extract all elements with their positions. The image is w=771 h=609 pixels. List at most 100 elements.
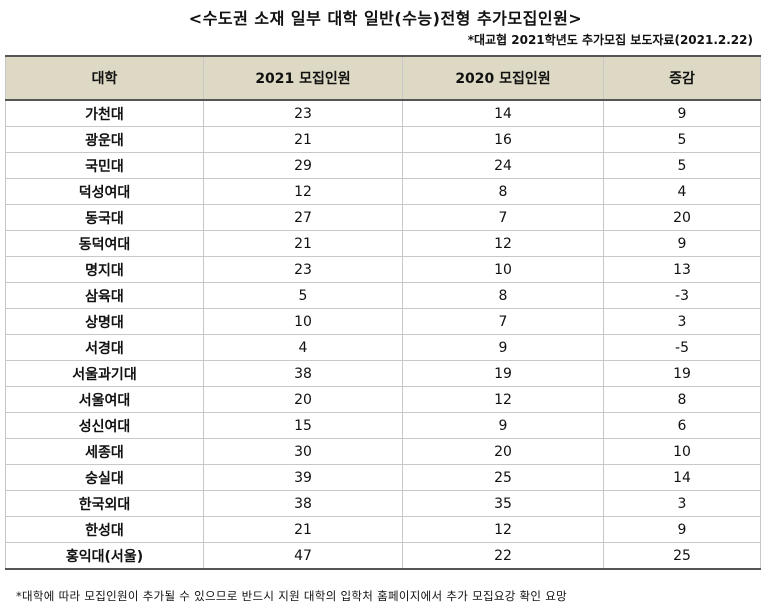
university-cell: 서울과기대 [5, 360, 204, 387]
university-cell: 국민대 [5, 152, 204, 179]
quota-2020-cell: 20 [402, 438, 604, 465]
change-cell: 6 [603, 412, 761, 439]
table-row: 국민대 29 24 5 [5, 152, 761, 179]
table-body: 가천대 23 14 9 광운대 21 16 5 국민대 29 24 5 덕성여대 12 8 4 동국대 27 7 20… [5, 99, 761, 570]
quota-2021-cell: 20 [203, 386, 403, 413]
page-title: <수도권 소재 일부 대학 일반(수능)전형 추가모집인원> [188, 9, 583, 28]
university-cell: 상명대 [5, 308, 204, 335]
change-cell: 14 [603, 464, 761, 491]
quota-2021-cell: 15 [203, 412, 403, 439]
change-cell: 20 [603, 204, 761, 231]
change-cell: 3 [603, 490, 761, 517]
table-header-row: 대학 2021 모집인원 2020 모집인원 증감 [5, 55, 761, 101]
change-cell: 4 [603, 178, 761, 205]
university-cell: 명지대 [5, 256, 204, 283]
table-row: 한성대 21 12 9 [5, 516, 761, 543]
university-cell: 광운대 [5, 126, 204, 153]
table-row: 가천대 23 14 9 [5, 99, 761, 127]
table-row: 한국외대 38 35 3 [5, 490, 761, 517]
change-cell: -3 [603, 282, 761, 309]
table-row: 명지대 23 10 13 [5, 256, 761, 283]
quota-2021-cell: 23 [203, 256, 403, 283]
quota-2020-cell: 12 [402, 516, 604, 543]
quota-2021-cell: 10 [203, 308, 403, 335]
table-row: 동덕여대 21 12 9 [5, 230, 761, 257]
quota-2021-cell: 4 [203, 334, 403, 361]
table-row: 삼육대 5 8 -3 [5, 282, 761, 309]
change-cell: 8 [603, 386, 761, 413]
table-row: 서울여대 20 12 8 [5, 386, 761, 413]
university-cell: 한국외대 [5, 490, 204, 517]
header-2021-quota: 2021 모집인원 [203, 55, 403, 101]
table-row: 성신여대 15 9 6 [5, 412, 761, 439]
header-change: 증감 [603, 55, 761, 101]
recruitment-table: 대학 2021 모집인원 2020 모집인원 증감 가천대 23 14 9 광운대 21 1… [5, 55, 761, 570]
quota-2021-cell: 39 [203, 464, 403, 491]
university-cell: 서울여대 [5, 386, 204, 413]
quota-2021-cell: 47 [203, 542, 403, 570]
quota-2021-cell: 27 [203, 204, 403, 231]
change-cell: -5 [603, 334, 761, 361]
change-cell: 3 [603, 308, 761, 335]
quota-2020-cell: 9 [402, 412, 604, 439]
quota-2020-cell: 12 [402, 230, 604, 257]
source-note: *대교협 2021학년도 추가모집 보도자료(2021.2.22) [467, 33, 753, 47]
quota-2020-cell: 19 [402, 360, 604, 387]
quota-2021-cell: 38 [203, 360, 403, 387]
quota-2020-cell: 7 [402, 308, 604, 335]
quota-2020-cell: 7 [402, 204, 604, 231]
university-cell: 세종대 [5, 438, 204, 465]
change-cell: 9 [603, 230, 761, 257]
change-cell: 5 [603, 152, 761, 179]
quota-2020-cell: 8 [402, 282, 604, 309]
quota-2020-cell: 24 [402, 152, 604, 179]
quota-2021-cell: 12 [203, 178, 403, 205]
header-university: 대학 [5, 55, 204, 101]
change-cell: 13 [603, 256, 761, 283]
quota-2020-cell: 22 [402, 542, 604, 570]
change-cell: 9 [603, 99, 761, 127]
change-cell: 10 [603, 438, 761, 465]
quota-2020-cell: 14 [402, 99, 604, 127]
table-row: 광운대 21 16 5 [5, 126, 761, 153]
university-cell: 가천대 [5, 99, 204, 127]
quota-2021-cell: 21 [203, 516, 403, 543]
university-cell: 한성대 [5, 516, 204, 543]
table-row: 세종대 30 20 10 [5, 438, 761, 465]
university-cell: 동국대 [5, 204, 204, 231]
table-row: 덕성여대 12 8 4 [5, 178, 761, 205]
quota-2020-cell: 9 [402, 334, 604, 361]
change-cell: 25 [603, 542, 761, 570]
university-cell: 홍익대(서울) [5, 542, 204, 570]
quota-2020-cell: 16 [402, 126, 604, 153]
university-cell: 삼육대 [5, 282, 204, 309]
quota-2021-cell: 21 [203, 126, 403, 153]
table-row: 동국대 27 7 20 [5, 204, 761, 231]
quota-2021-cell: 29 [203, 152, 403, 179]
quota-2020-cell: 25 [402, 464, 604, 491]
quota-2021-cell: 38 [203, 490, 403, 517]
header-2020-quota: 2020 모집인원 [402, 55, 604, 101]
change-cell: 9 [603, 516, 761, 543]
quota-2021-cell: 30 [203, 438, 403, 465]
university-cell: 숭실대 [5, 464, 204, 491]
quota-2021-cell: 5 [203, 282, 403, 309]
table-row: 홍익대(서울) 47 22 25 [5, 542, 761, 570]
university-cell: 성신여대 [5, 412, 204, 439]
change-cell: 19 [603, 360, 761, 387]
footnote: *대학에 따라 모집인원이 추가될 수 있으므로 반드시 지원 대학의 입학처 … [16, 589, 568, 603]
quota-2021-cell: 21 [203, 230, 403, 257]
table-row: 서울과기대 38 19 19 [5, 360, 761, 387]
quota-2021-cell: 23 [203, 99, 403, 127]
table-row: 상명대 10 7 3 [5, 308, 761, 335]
change-cell: 5 [603, 126, 761, 153]
quota-2020-cell: 10 [402, 256, 604, 283]
table-row: 숭실대 39 25 14 [5, 464, 761, 491]
university-cell: 서경대 [5, 334, 204, 361]
university-cell: 동덕여대 [5, 230, 204, 257]
quota-2020-cell: 12 [402, 386, 604, 413]
quota-2020-cell: 8 [402, 178, 604, 205]
table-row: 서경대 4 9 -5 [5, 334, 761, 361]
quota-2020-cell: 35 [402, 490, 604, 517]
university-cell: 덕성여대 [5, 178, 204, 205]
